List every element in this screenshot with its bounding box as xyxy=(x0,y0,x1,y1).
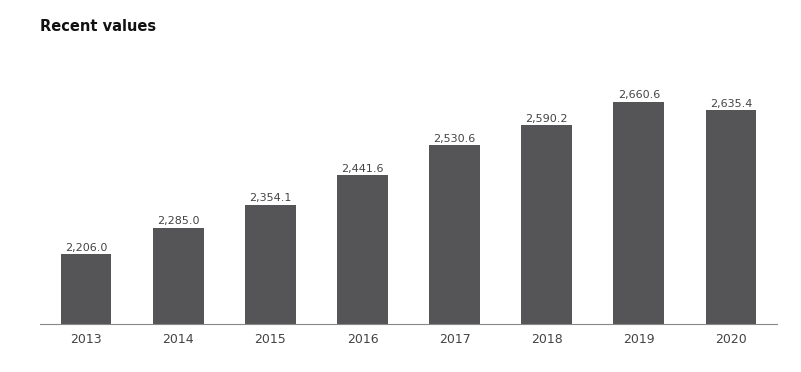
Bar xyxy=(245,205,296,372)
Text: 2,206.0: 2,206.0 xyxy=(65,243,107,253)
Text: 2,354.1: 2,354.1 xyxy=(249,193,292,203)
Bar xyxy=(429,145,480,372)
Bar xyxy=(153,228,203,372)
Text: 2,660.6: 2,660.6 xyxy=(618,90,660,100)
Text: 2,590.2: 2,590.2 xyxy=(525,114,568,124)
Text: 2,530.6: 2,530.6 xyxy=(433,134,476,144)
Text: Recent values: Recent values xyxy=(40,19,156,34)
Bar xyxy=(61,254,111,372)
Bar xyxy=(706,110,756,372)
Text: 2,285.0: 2,285.0 xyxy=(157,217,199,227)
Text: 2,441.6: 2,441.6 xyxy=(341,164,384,174)
Text: 2,635.4: 2,635.4 xyxy=(710,99,752,109)
Bar xyxy=(521,125,572,372)
Bar xyxy=(614,102,664,372)
Bar xyxy=(337,175,388,372)
